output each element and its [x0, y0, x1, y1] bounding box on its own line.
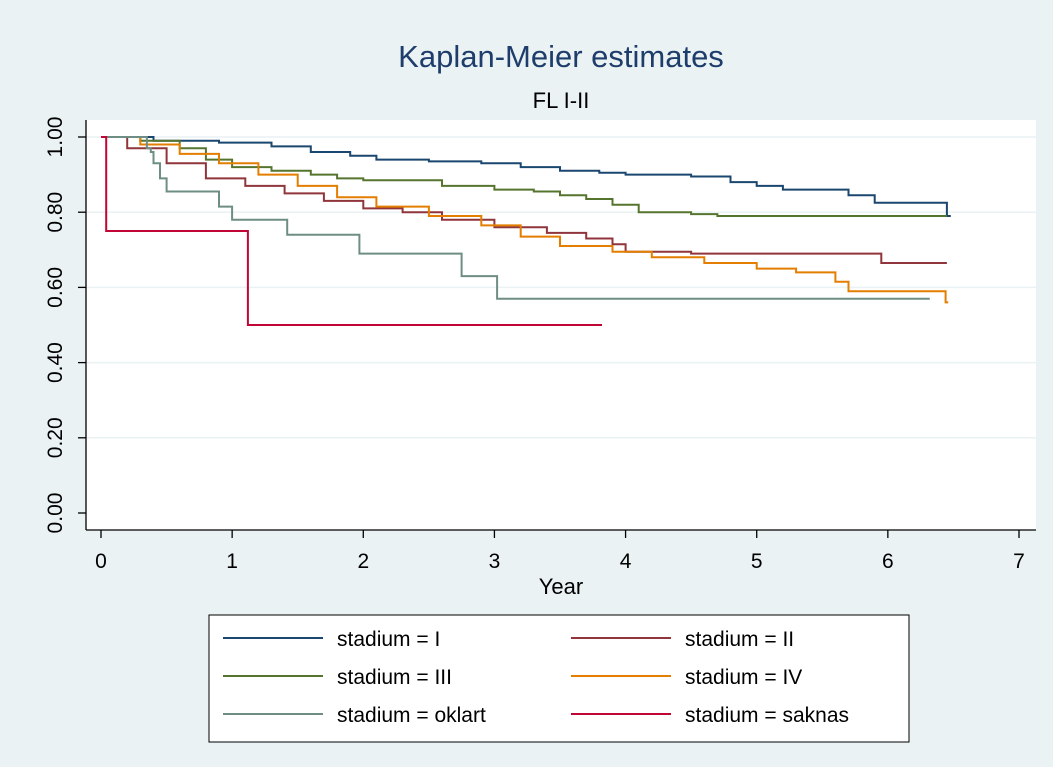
axes — [85, 120, 1036, 531]
x-tick-label: 2 — [357, 550, 369, 573]
x-tick-label: 1 — [226, 550, 238, 573]
y-ticks: 0.00 0.20 0.40 0.60 0.80 1.00 — [44, 117, 86, 534]
legend-label-0: stadium = I — [337, 628, 440, 651]
x-tick-label: 0 — [95, 550, 107, 573]
legend-label-1: stadium = II — [685, 628, 794, 651]
x-tick-label: 4 — [620, 550, 632, 573]
y-tick-label: 0.40 — [44, 342, 67, 383]
series-line-3 — [101, 136, 949, 304]
x-tick-label: 6 — [882, 550, 894, 573]
y-tick-label: 1.00 — [44, 117, 67, 158]
legend: stadium = I stadium = II stadium = III stad… — [208, 614, 910, 743]
y-tick-label: 0.20 — [44, 417, 67, 458]
legend-label-4: stadium = oklart — [337, 704, 486, 727]
x-axis-label: Year — [539, 574, 583, 599]
y-tick-label: 0.60 — [44, 267, 67, 308]
legend-label-3: stadium = IV — [685, 666, 802, 689]
series-line-2 — [101, 136, 947, 217]
x-tick-label: 3 — [489, 550, 501, 573]
series-line-4 — [101, 136, 930, 300]
y-tick-label: 0.80 — [44, 192, 67, 233]
legend-label-5: stadium = saknas — [685, 704, 849, 727]
x-tick-label: 5 — [751, 550, 763, 573]
series-lines — [101, 136, 951, 326]
legend-label-2: stadium = III — [337, 666, 452, 689]
chart-subtitle: FL I-II — [533, 88, 590, 113]
y-tick-label: 0.00 — [44, 493, 67, 534]
series-line-0 — [101, 136, 951, 217]
legend-items: stadium = I stadium = II stadium = III stad… — [223, 628, 849, 727]
legend-box — [208, 614, 910, 743]
gridlines — [86, 136, 1036, 439]
series-line-5 — [101, 136, 602, 326]
chart-title: Kaplan-Meier estimates — [398, 39, 724, 74]
x-tick-label: 7 — [1013, 550, 1025, 573]
x-ticks: 0 1 2 3 4 5 6 7 — [95, 530, 1025, 573]
